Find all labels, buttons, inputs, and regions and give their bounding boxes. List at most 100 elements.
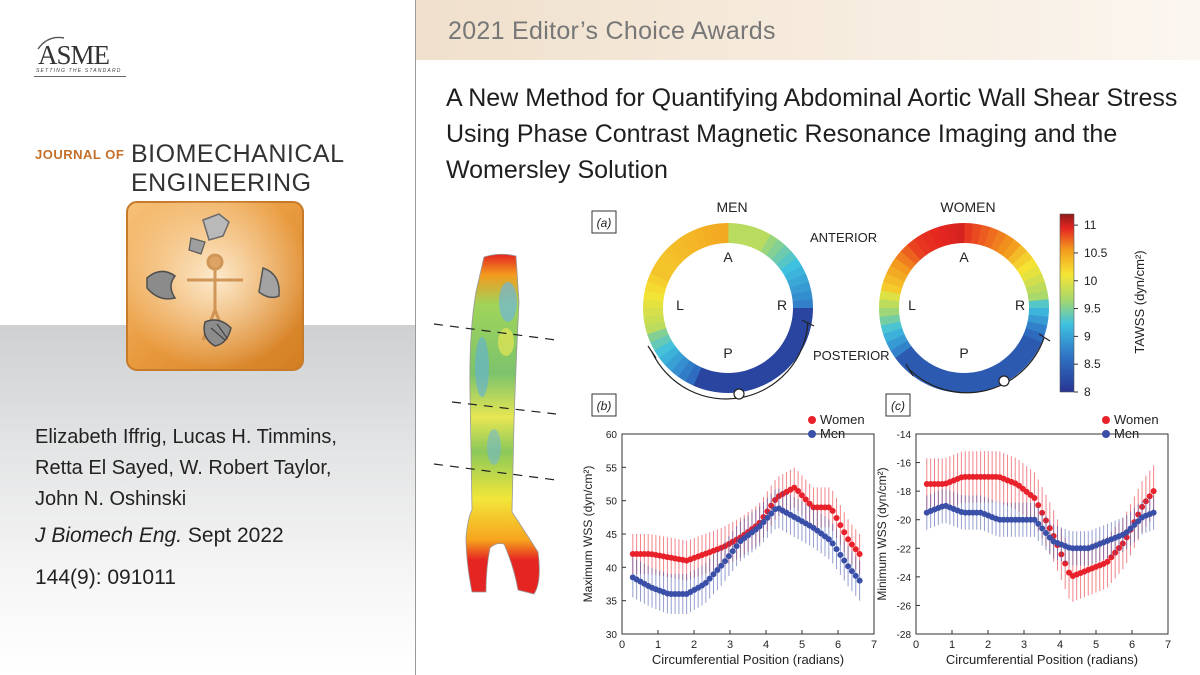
data-point (710, 571, 717, 578)
women-ring-segment (929, 367, 944, 389)
data-point (1104, 558, 1111, 565)
women-ring-segment (886, 334, 908, 351)
data-point (1146, 493, 1153, 500)
women-ring-segment (890, 340, 912, 358)
y-tick-label: 55 (606, 463, 618, 474)
x-tick-label: 7 (871, 639, 877, 651)
data-point (1108, 554, 1115, 561)
men-ring-segment (677, 360, 696, 382)
women-ring-segment (1001, 356, 1021, 378)
men-ring-segment (671, 238, 691, 260)
data-point (825, 536, 832, 543)
men-ring-segment (792, 308, 813, 318)
data-point (756, 523, 763, 530)
women-ring-segment (983, 367, 999, 389)
journal-name-line1: BIOMECHANICAL (131, 140, 345, 168)
women-ring-segment (1012, 346, 1033, 366)
data-point (825, 504, 832, 511)
men-ring-segment (710, 223, 722, 245)
women-ring-segment (883, 273, 905, 288)
men-ring-segment (754, 364, 771, 386)
men-ring-segment (678, 234, 696, 256)
y-tick-label: 50 (606, 497, 618, 508)
women-ring-segment (996, 234, 1015, 256)
colorbar-label: TAWSS (dyn/cm²) (1132, 250, 1147, 353)
men-bracket-tick-left (647, 345, 657, 359)
data-point (729, 548, 736, 555)
men-ring-segment (664, 351, 685, 372)
plot-frame (915, 433, 1169, 635)
women-ring-segment (921, 230, 938, 252)
author-line-1: Elizabeth Iffrig, Lucas H. Timmins, (35, 426, 337, 448)
x-tick-label: 2 (691, 639, 697, 651)
men-ring-segment (754, 230, 771, 252)
women-bracket-arc (909, 337, 1045, 394)
women-ring-segment (1023, 273, 1045, 289)
men-ring-segment (766, 239, 786, 260)
x-tick-label: 3 (727, 639, 733, 651)
chart-max-wss: (b)0 1 2 3 4 5 6 730354045505560Circumferential… (581, 393, 877, 667)
data-point (714, 567, 721, 574)
y-tick-label: -18 (897, 487, 912, 498)
women-dir-l: L (908, 297, 916, 313)
colorbar-tick-label: 11 (1084, 218, 1097, 232)
data-point (722, 558, 729, 565)
figure: (a) MEN WOMEN ANTERIOR POSTERIOR A P L R… (416, 192, 1200, 675)
publication-date: Sept 2022 (187, 524, 284, 547)
data-point (1039, 525, 1046, 532)
men-ring-segment (693, 227, 709, 249)
data-point (837, 551, 844, 558)
legend-label: Women (1114, 412, 1159, 427)
legend-marker (1102, 430, 1110, 438)
women-ring-segment (1027, 290, 1049, 302)
data-point (1150, 509, 1157, 516)
data-point (795, 487, 802, 494)
women-ring-segment (945, 371, 958, 393)
women-ring-segment (883, 327, 905, 343)
women-title: WOMEN (940, 199, 995, 215)
women-bracket-tick-left (905, 363, 914, 377)
men-ring-segment (780, 258, 802, 276)
series-men (923, 488, 1157, 566)
women-ring-segment (990, 230, 1007, 252)
men-dir-l: L (676, 297, 684, 313)
y-axis-label: Maximum WSS (dyn/cm²) (581, 466, 595, 603)
women-ring-segment (955, 223, 965, 244)
men-ring-segment (718, 372, 728, 393)
data-point (1035, 502, 1042, 509)
women-ring-segment (1020, 334, 1042, 351)
men-bracket-tick-right (801, 319, 815, 327)
women-ring-segment (1016, 340, 1038, 359)
men-ring-segment (664, 244, 685, 265)
women-ring-segment (1028, 308, 1049, 318)
data-point (806, 500, 813, 507)
figure-canvas: (a) MEN WOMEN ANTERIOR POSTERIOR A P L R… (433, 199, 1171, 667)
men-ring-segment (771, 244, 792, 265)
author-list: Elizabeth Iffrig, Lucas H. Timmins, Rett… (35, 422, 337, 515)
data-point (706, 575, 713, 582)
y-tick-label: 40 (606, 563, 618, 574)
data-point (802, 496, 809, 503)
data-point (841, 529, 848, 536)
women-ring-segment (900, 351, 921, 372)
men-ring-segment (780, 340, 802, 359)
men-dir-a: A (723, 249, 733, 265)
women-ring-segment (879, 298, 900, 308)
x-axis-label: Circumferential Position (radians) (946, 652, 1138, 667)
citation: J Biomech Eng. Sept 2022 (35, 524, 284, 548)
women-ring-segment (921, 364, 938, 386)
women-ring-segment (1023, 328, 1045, 343)
women-ring-segment (1007, 351, 1028, 372)
x-tick-label: 2 (985, 639, 991, 651)
series-women (629, 467, 863, 581)
colorbar-tick-label: 8.5 (1084, 357, 1101, 371)
x-tick-label: 4 (763, 639, 769, 651)
data-point (1035, 520, 1042, 527)
series-men (629, 488, 863, 614)
women-ring-segment (890, 257, 912, 276)
women-ring-segment (963, 372, 973, 393)
women-ring-segment (879, 289, 901, 302)
men-ring-segment (765, 356, 785, 378)
men-ring-segment (644, 281, 667, 295)
men-ring-segment (727, 372, 737, 393)
